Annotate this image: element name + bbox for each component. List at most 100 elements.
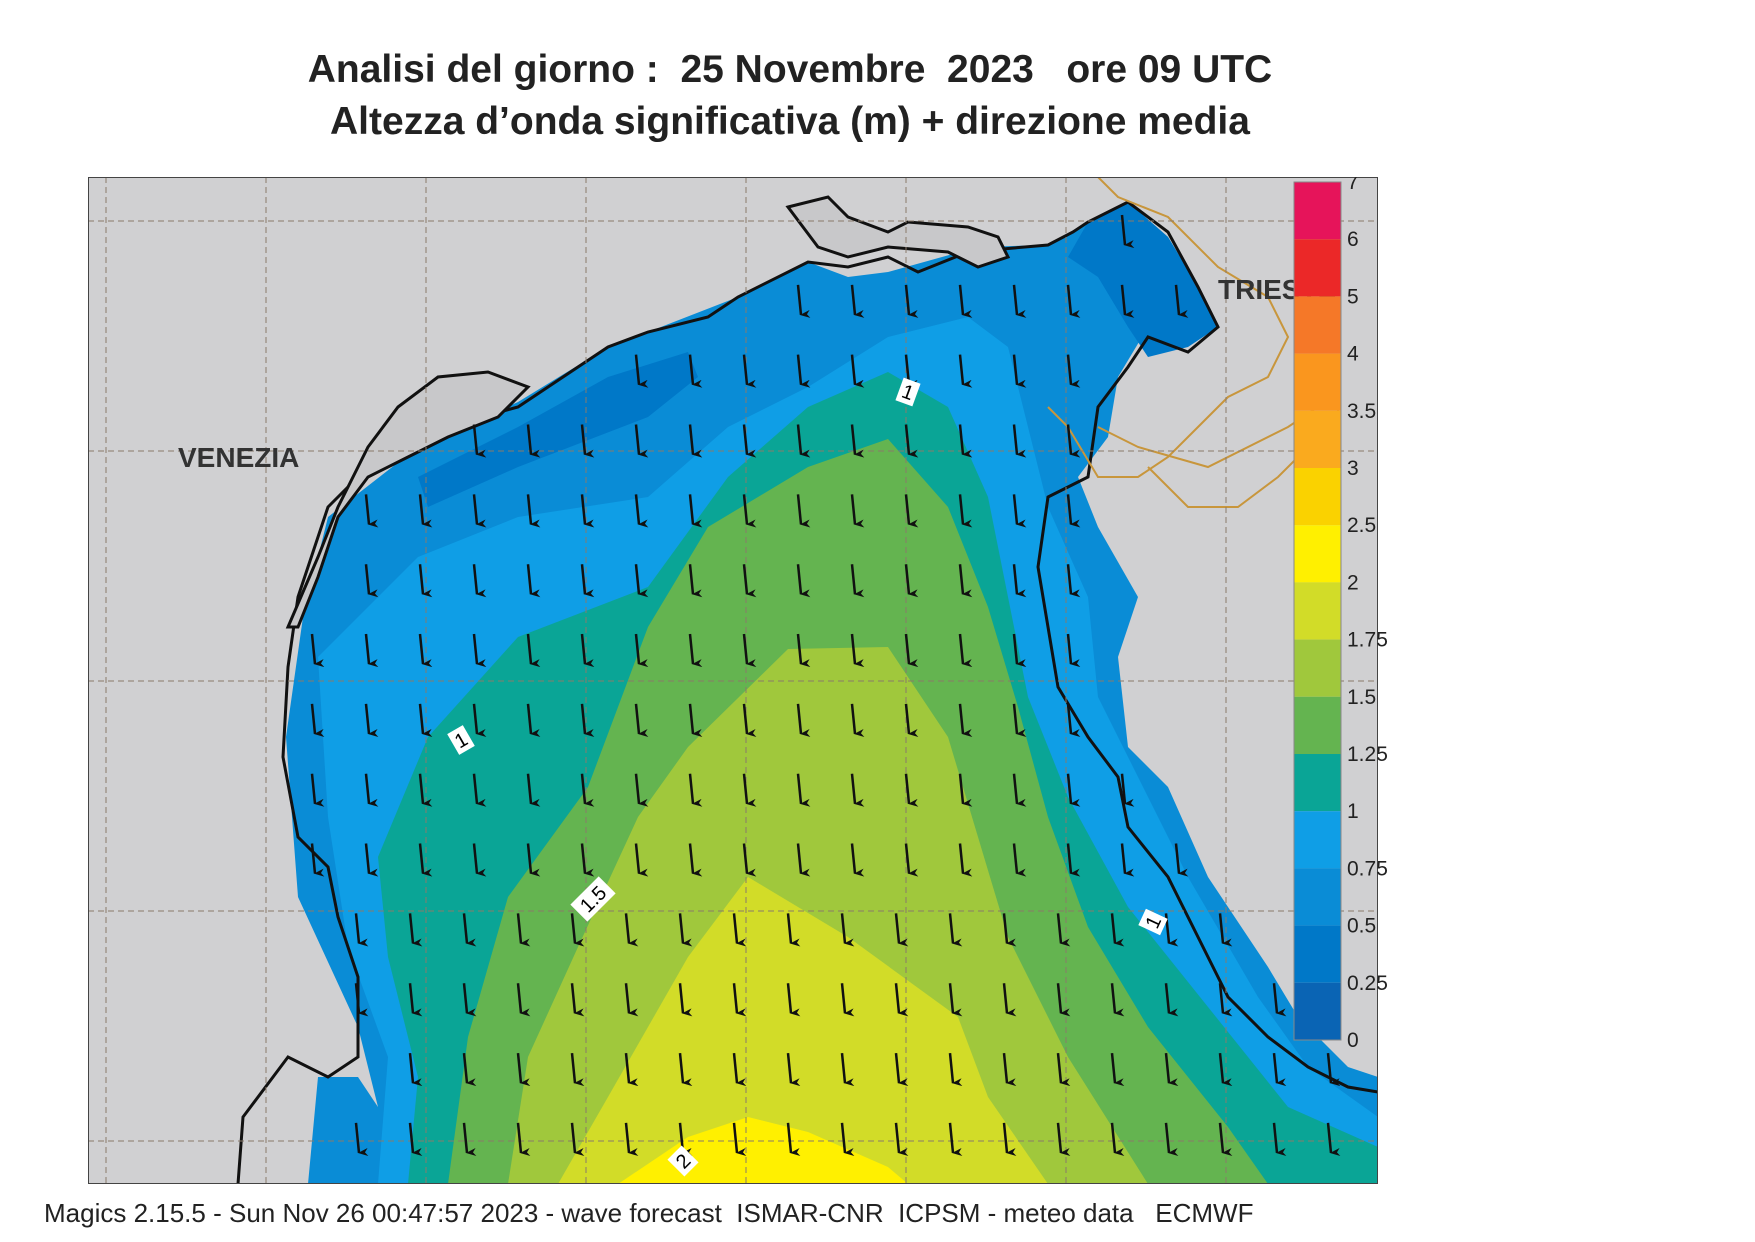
scale-label-0.25: 0.25 [1347, 972, 1388, 995]
wave-arrow [850, 424, 865, 458]
wave-arrow [472, 773, 487, 807]
wave-arrow [850, 773, 865, 807]
wave-arrow [1012, 284, 1027, 318]
wave-arrow [796, 284, 811, 318]
wave-arrow [1056, 1122, 1071, 1157]
wave-arrow [1066, 633, 1081, 668]
colour-scale: 0 0.25 0.5 0.75 1 1.25 1.5 1.75 2 2.5 3 3.5 4 5 6 7 [1293, 177, 1388, 1052]
wave-arrow [894, 983, 909, 1017]
city-label-venezia: VENEZIA [178, 442, 299, 473]
wave-arrow [904, 843, 919, 877]
wave-arrow [1066, 354, 1081, 388]
wave-arrow [1012, 773, 1027, 807]
wave-arrow [580, 564, 595, 598]
wave-arrow [418, 843, 433, 877]
wave-arrow [634, 564, 649, 598]
wave-arrow [624, 1052, 639, 1087]
wave-arrow [742, 564, 757, 598]
wave-arrow [904, 494, 919, 528]
wave-arrow [1110, 913, 1125, 947]
wave-arrow [526, 494, 541, 528]
wave-arrow [1110, 1122, 1125, 1157]
wave-arrow [1164, 1052, 1179, 1087]
wave-arrow [786, 983, 801, 1017]
wave-arrow [840, 983, 855, 1017]
wave-arrow [1002, 983, 1017, 1017]
wave-arrow [742, 773, 757, 807]
wave-arrow [1056, 913, 1071, 947]
wave-arrow [580, 843, 595, 877]
scale-swatch-6-7 [1294, 182, 1341, 240]
wave-arrow [364, 494, 379, 528]
wave-arrow [840, 913, 855, 947]
wave-arrow [526, 633, 541, 668]
wave-arrow [688, 494, 703, 528]
wave-arrow [958, 564, 973, 598]
wave-arrow [570, 1052, 585, 1087]
wave-arrow [364, 843, 379, 877]
wave-arrow [634, 354, 649, 388]
scale-swatch-1.25-1.5 [1294, 696, 1341, 754]
wave-arrow [904, 564, 919, 598]
wave-arrow [786, 913, 801, 947]
wave-arrow [418, 564, 433, 598]
scale-label-0: 0 [1347, 1029, 1359, 1052]
wave-arrow [678, 1052, 693, 1087]
wave-arrow [408, 1122, 423, 1157]
wave-arrow [796, 564, 811, 598]
scale-label-1.75: 1.75 [1347, 629, 1388, 652]
wave-arrow [786, 1122, 801, 1157]
wave-arrow [526, 424, 541, 458]
wave-arrow [516, 913, 531, 947]
wave-arrow [364, 773, 379, 807]
wave-arrow [624, 913, 639, 947]
wave-arrow [850, 633, 865, 668]
wave-arrow [1326, 1052, 1341, 1087]
wave-arrow [634, 494, 649, 528]
wave-arrow [948, 1122, 963, 1157]
venice-lagoon-land [285, 370, 531, 629]
wave-arrow [742, 633, 757, 668]
wave-arrow [732, 913, 747, 947]
wave-arrow [688, 424, 703, 458]
contour-label-1-north: 1 [895, 377, 921, 407]
wave-arrow [850, 843, 865, 877]
wave-arrow [354, 913, 369, 947]
wave-arrow [742, 843, 757, 877]
wave-arrow [516, 1122, 531, 1157]
wave-arrow [850, 354, 865, 388]
wave-arrow [1002, 1122, 1017, 1157]
scale-swatch-0.25-0.5 [1294, 925, 1341, 983]
scale-swatch-0.5-0.75 [1294, 868, 1341, 926]
wave-arrow [418, 703, 433, 737]
wave-arrow [418, 773, 433, 807]
wave-arrow [688, 354, 703, 388]
contour-label-1-west: 1 [447, 725, 475, 755]
wave-arrow [1174, 843, 1189, 877]
map-title-line-2: Altezza d’onda significativa (m) + direz… [330, 100, 1250, 143]
wave-arrow [1066, 424, 1081, 458]
wave-arrow [904, 703, 919, 737]
contour-label-2: 2 [667, 1145, 699, 1177]
scale-swatch-0.75-1 [1294, 811, 1341, 869]
coastline-north [236, 200, 1378, 1184]
wave-arrow [796, 843, 811, 877]
wave-arrow [796, 424, 811, 458]
wave-arrow [894, 1052, 909, 1087]
scale-label-1.5: 1.5 [1347, 686, 1376, 709]
map-frame [88, 177, 1378, 1184]
wave-arrow [958, 773, 973, 807]
wave-arrow [904, 284, 919, 318]
wave-arrow [732, 1122, 747, 1157]
wave-arrow [958, 843, 973, 877]
wave-arrow [742, 354, 757, 388]
wave-arrow [958, 284, 973, 318]
wave-arrow [850, 284, 865, 318]
wave-arrow [688, 564, 703, 598]
wave-arrow [1066, 284, 1081, 318]
wave-arrow [1164, 1122, 1179, 1157]
wave-arrow [354, 983, 369, 1017]
wave-arrow [1110, 983, 1125, 1017]
wave-arrow [850, 703, 865, 737]
scale-label-1.25: 1.25 [1347, 743, 1388, 766]
